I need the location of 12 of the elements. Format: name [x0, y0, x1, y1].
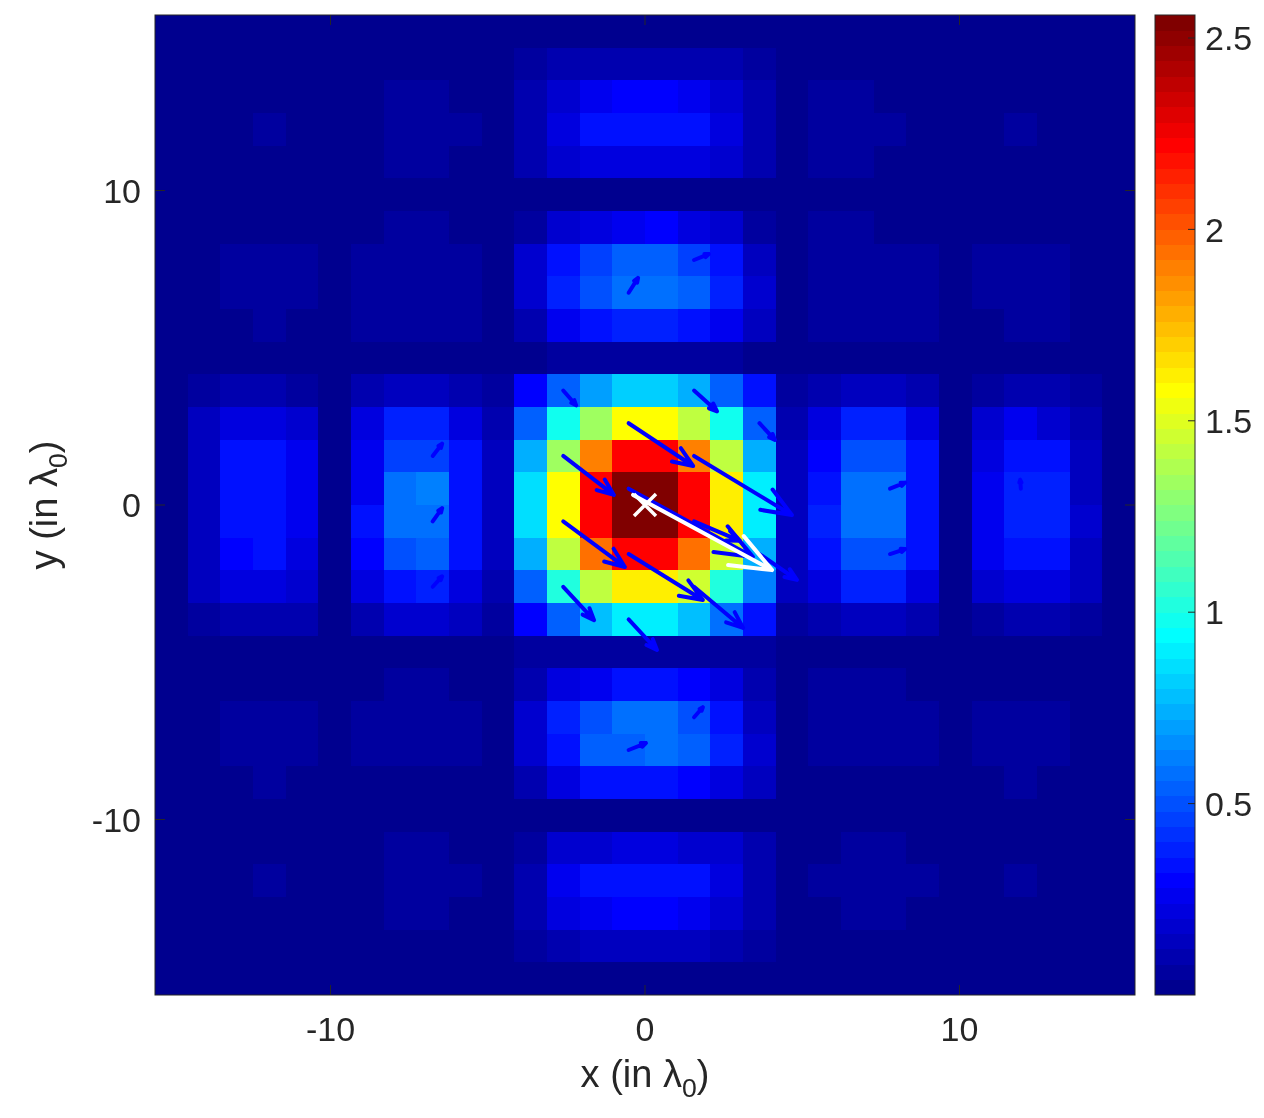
y-tick-label: 0: [122, 486, 141, 525]
x-axis-title: x (in λ$_{0}$): [580, 1053, 710, 1103]
x-tick-label: -10: [305, 1010, 356, 1048]
x-tick-label: 0: [635, 1010, 655, 1048]
color-bar-label: 2: [1205, 210, 1224, 249]
color-bar-label: 1: [1205, 593, 1224, 632]
color-bar-label: 0.5: [1205, 784, 1253, 823]
color-bar-label: 2.5: [1205, 19, 1253, 58]
color-bar-label: 1.5: [1205, 402, 1253, 441]
y-tick-label: 10: [103, 171, 141, 210]
x-tick-label: 10: [940, 1010, 979, 1048]
y-tick-label: -10: [91, 800, 141, 839]
